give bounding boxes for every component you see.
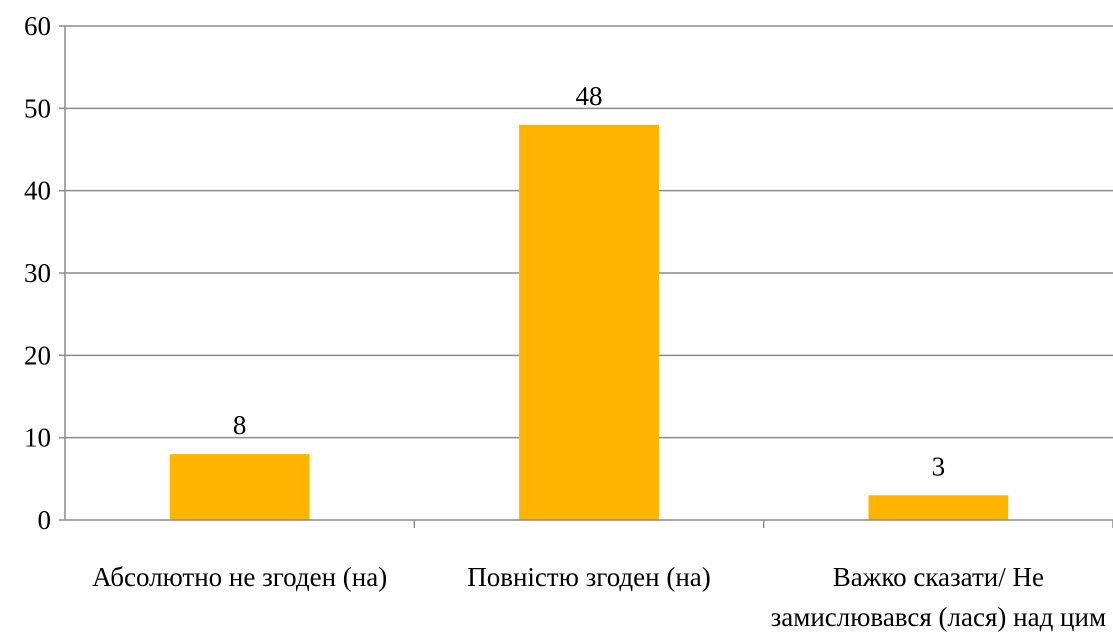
y-tick-label: 50 <box>24 93 51 123</box>
axes <box>59 25 1113 528</box>
x-category-label: замислювався (лася) над цим <box>771 602 1106 632</box>
bars <box>169 124 1009 521</box>
x-category-label: Абсолютно не згоден (на) <box>92 562 387 592</box>
y-tick-label: 30 <box>24 258 51 288</box>
data-label: 3 <box>932 451 946 481</box>
x-category-label: Важко сказати/ Не <box>833 562 1044 592</box>
y-tick-label: 60 <box>24 11 51 41</box>
y-tick-label: 20 <box>24 340 51 370</box>
y-tick-label: 0 <box>38 505 52 535</box>
data-label: 48 <box>576 81 603 111</box>
data-label: 8 <box>233 410 247 440</box>
bar <box>868 495 1009 520</box>
bar <box>519 124 659 521</box>
bar <box>169 454 310 520</box>
y-tick-label: 10 <box>24 423 51 453</box>
x-category-label: Повністю згоден (на) <box>467 562 711 592</box>
labels: 0 10 20 30 40 50 60 8 Абсолютно не згоден (на) 48… <box>24 11 1106 632</box>
y-tick-label: 40 <box>24 176 51 206</box>
